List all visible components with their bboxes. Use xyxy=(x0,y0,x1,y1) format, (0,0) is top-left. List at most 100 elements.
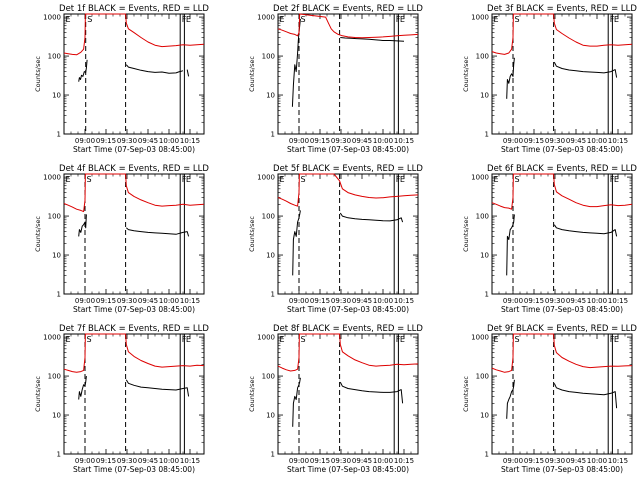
panel-det-1: Det 1f BLACK = Events, RED = LLD 1 10 100 10… xyxy=(34,4,209,154)
y-tick-label: 1000 xyxy=(257,14,275,22)
y-axis-label: Counts/sec xyxy=(34,216,42,252)
y-tick-label: 100 xyxy=(262,373,275,381)
y-tick-label: 10 xyxy=(52,92,61,100)
y-tick-label: 100 xyxy=(262,53,275,61)
x-tick-label: 09:15 xyxy=(524,137,544,145)
x-tick-label: 10:15 xyxy=(180,297,200,305)
y-tick-label: 10 xyxy=(52,412,61,420)
x-tick-label: 10:15 xyxy=(180,457,200,465)
series-events-line xyxy=(78,59,190,82)
chart-title: Det 9f BLACK = Events, RED = LLD xyxy=(487,324,637,334)
panel-det-7: Det 7f BLACK = Events, RED = LLD 1 10 100 10… xyxy=(34,324,209,474)
panel-det-9: Det 9f BLACK = Events, RED = LLD 1 10 100 10… xyxy=(462,324,637,474)
x-tick-label: 09:45 xyxy=(138,457,158,465)
x-tick-label: 10:15 xyxy=(608,137,628,145)
event-marker-label: E xyxy=(494,335,499,344)
x-tick-label: 09:45 xyxy=(138,297,158,305)
x-tick-label: 10:00 xyxy=(159,297,179,305)
event-marker-label: E xyxy=(494,15,499,24)
event-marker-label: E xyxy=(280,15,285,24)
x-tick-label: 10:15 xyxy=(608,457,628,465)
event-marker-label: S xyxy=(301,175,306,184)
x-tick-label: 09:15 xyxy=(524,297,544,305)
series-events-line xyxy=(78,214,190,237)
x-tick-label: 09:30 xyxy=(545,297,565,305)
event-marker-label: S xyxy=(301,335,306,344)
event-marker-label: E xyxy=(614,15,619,24)
x-tick-label: 09:00 xyxy=(75,457,95,465)
y-tick-label: 1 xyxy=(57,291,61,299)
event-marker-label: E xyxy=(186,175,191,184)
series-lld-line xyxy=(63,173,205,213)
x-tick-label: 09:45 xyxy=(566,297,586,305)
event-marker-label: E xyxy=(186,335,191,344)
y-tick-label: 10 xyxy=(52,252,61,260)
panel-det-3: Det 3f BLACK = Events, RED = LLD 1 10 100 10… xyxy=(462,4,637,154)
y-tick-label: 100 xyxy=(476,373,489,381)
x-tick-label: 10:00 xyxy=(159,457,179,465)
chart-title: Det 7f BLACK = Events, RED = LLD xyxy=(59,324,209,334)
event-marker-label: E xyxy=(280,335,285,344)
chart-title: Det 1f BLACK = Events, RED = LLD xyxy=(59,4,209,14)
x-tick-label: 10:15 xyxy=(394,457,414,465)
x-tick-label: 10:00 xyxy=(373,457,393,465)
y-tick-label: 1 xyxy=(271,451,275,459)
x-tick-label: 09:30 xyxy=(117,297,137,305)
series-events-line xyxy=(506,379,618,419)
x-tick-label: 09:30 xyxy=(331,297,351,305)
x-axis-label: Start Time (07-Sep-03 08:45:00) xyxy=(287,465,409,474)
series-lld-line xyxy=(277,13,419,39)
y-tick-label: 1000 xyxy=(257,174,275,182)
event-marker-label: S xyxy=(87,15,92,24)
series-lld-line xyxy=(491,13,633,55)
x-tick-label: 10:00 xyxy=(587,137,607,145)
y-axis-label: Counts/sec xyxy=(248,376,256,412)
y-tick-label: 10 xyxy=(480,252,489,260)
event-marker-label: E xyxy=(66,15,71,24)
series-events-line xyxy=(78,376,190,400)
y-axis-label: Counts/sec xyxy=(248,216,256,252)
chart-title: Det 3f BLACK = Events, RED = LLD xyxy=(487,4,637,14)
panel-det-4: Det 4f BLACK = Events, RED = LLD 1 10 100 10… xyxy=(34,164,209,314)
event-marker-label: E xyxy=(400,175,405,184)
x-tick-label: 09:30 xyxy=(331,137,351,145)
y-axis-label: Counts/sec xyxy=(462,56,470,92)
x-tick-label: 09:30 xyxy=(117,137,137,145)
x-tick-label: 10:00 xyxy=(587,297,607,305)
y-tick-label: 100 xyxy=(262,213,275,221)
y-tick-label: 10 xyxy=(266,92,275,100)
y-tick-label: 1000 xyxy=(471,174,489,182)
chart-title: Det 2f BLACK = Events, RED = LLD xyxy=(273,4,423,14)
series-lld-line xyxy=(491,333,633,373)
x-tick-label: 09:15 xyxy=(96,297,116,305)
x-tick-label: 09:15 xyxy=(96,137,116,145)
x-tick-label: 09:30 xyxy=(545,137,565,145)
x-tick-label: 09:15 xyxy=(310,457,330,465)
y-tick-label: 1 xyxy=(485,131,489,139)
chart-title: Det 8f BLACK = Events, RED = LLD xyxy=(273,324,423,334)
x-tick-label: 09:15 xyxy=(524,457,544,465)
event-marker-label: S xyxy=(87,175,92,184)
y-tick-label: 1 xyxy=(57,131,61,139)
x-tick-label: 09:45 xyxy=(352,457,372,465)
y-tick-label: 100 xyxy=(48,373,61,381)
event-marker-label: S xyxy=(515,335,520,344)
series-lld-line xyxy=(277,333,419,372)
y-tick-label: 10 xyxy=(480,92,489,100)
event-marker-label: S xyxy=(301,15,306,24)
y-tick-label: 1 xyxy=(485,451,489,459)
panel-det-5: Det 5f BLACK = Events, RED = LLD 1 10 100 10… xyxy=(248,164,423,314)
x-axis-label: Start Time (07-Sep-03 08:45:00) xyxy=(501,145,623,154)
x-axis-label: Start Time (07-Sep-03 08:45:00) xyxy=(73,465,195,474)
x-tick-label: 09:30 xyxy=(331,457,351,465)
event-marker-label: E xyxy=(66,175,71,184)
event-marker-label: E xyxy=(186,15,191,24)
event-marker-label: E xyxy=(494,175,499,184)
x-tick-label: 09:45 xyxy=(352,297,372,305)
x-tick-label: 09:00 xyxy=(503,297,523,305)
y-tick-label: 100 xyxy=(48,53,61,61)
event-marker-label: S xyxy=(515,175,520,184)
y-tick-label: 1000 xyxy=(471,334,489,342)
y-axis-label: Counts/sec xyxy=(248,56,256,92)
chart-title: Det 5f BLACK = Events, RED = LLD xyxy=(273,164,423,174)
